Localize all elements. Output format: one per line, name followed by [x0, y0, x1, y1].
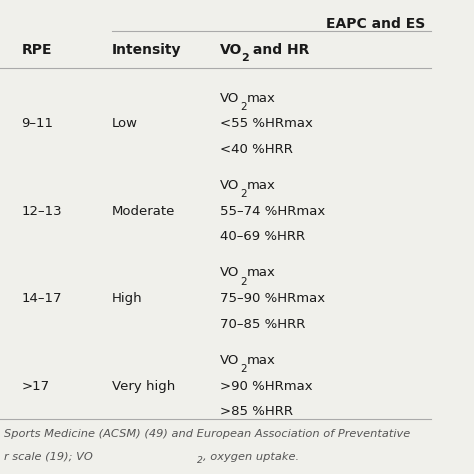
Text: Sports Medicine (ACSM) (49) and European Association of Preventative: Sports Medicine (ACSM) (49) and European…	[4, 429, 410, 439]
Text: 2: 2	[240, 102, 246, 112]
Text: VO: VO	[220, 43, 242, 57]
Text: 14–17: 14–17	[22, 292, 62, 305]
Text: High: High	[112, 292, 143, 305]
Text: 40–69 %HRR: 40–69 %HRR	[220, 230, 305, 244]
Text: 12–13: 12–13	[22, 205, 62, 218]
Text: VO: VO	[220, 266, 239, 280]
Text: and HR: and HR	[248, 43, 310, 57]
Text: VO: VO	[220, 354, 239, 367]
Text: 75–90 %HRmax: 75–90 %HRmax	[220, 292, 325, 305]
Text: 2: 2	[241, 53, 249, 64]
Text: max: max	[247, 179, 276, 192]
Text: max: max	[247, 91, 276, 105]
Text: r scale (19); VO: r scale (19); VO	[4, 452, 93, 462]
Text: 2: 2	[240, 364, 246, 374]
Text: Intensity: Intensity	[112, 43, 182, 57]
Text: >17: >17	[22, 380, 50, 392]
Text: EAPC and ES: EAPC and ES	[326, 17, 425, 31]
Text: 2: 2	[240, 276, 246, 286]
Text: Low: Low	[112, 118, 138, 130]
Text: max: max	[247, 354, 276, 367]
Text: VO: VO	[220, 179, 239, 192]
Text: 2: 2	[197, 456, 203, 465]
Text: 2: 2	[240, 189, 246, 199]
Text: <40 %HRR: <40 %HRR	[220, 143, 293, 156]
Text: 9–11: 9–11	[22, 118, 54, 130]
Text: Very high: Very high	[112, 380, 175, 392]
Text: VO: VO	[220, 91, 239, 105]
Text: 70–85 %HRR: 70–85 %HRR	[220, 318, 305, 331]
Text: max: max	[247, 266, 276, 280]
Text: >85 %HRR: >85 %HRR	[220, 405, 293, 418]
Text: Moderate: Moderate	[112, 205, 175, 218]
Text: 55–74 %HRmax: 55–74 %HRmax	[220, 205, 325, 218]
Text: RPE: RPE	[22, 43, 52, 57]
Text: , oxygen uptake.: , oxygen uptake.	[203, 452, 300, 462]
Text: <55 %HRmax: <55 %HRmax	[220, 118, 313, 130]
Text: >90 %HRmax: >90 %HRmax	[220, 380, 313, 392]
